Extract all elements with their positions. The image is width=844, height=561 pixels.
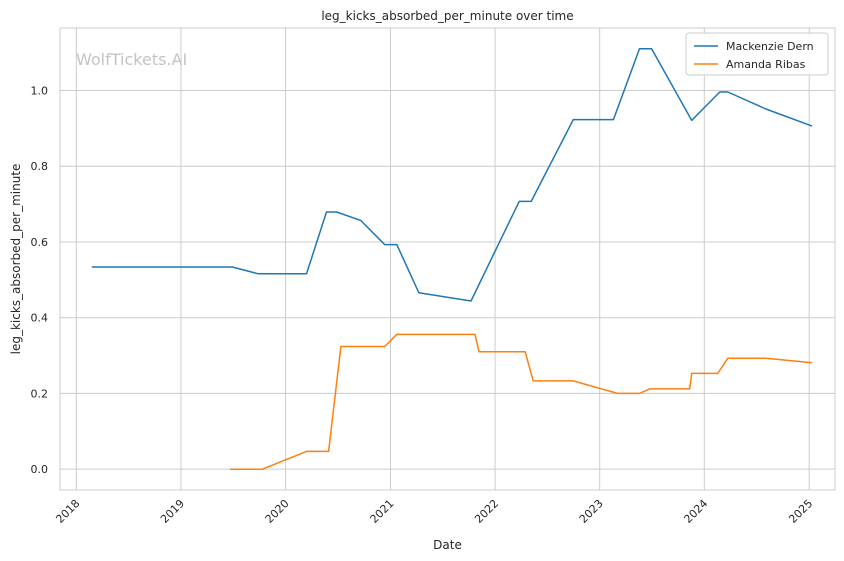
legend: Mackenzie Dern Amanda Ribas bbox=[685, 32, 829, 76]
chart-title: leg_kicks_absorbed_per_minute over time bbox=[321, 9, 573, 23]
legend-label-mackenzie-dern: Mackenzie Dern bbox=[726, 40, 814, 53]
series-line-mackenzie-dern bbox=[91, 48, 813, 302]
plot-area bbox=[60, 28, 835, 490]
y-tick-label: 0.4 bbox=[31, 312, 49, 325]
grid-lines bbox=[60, 28, 835, 490]
y-tick-label: 0.8 bbox=[31, 160, 49, 173]
y-tick-label: 0.6 bbox=[31, 236, 49, 249]
x-axis-label: Date bbox=[433, 538, 462, 552]
y-axis-label: leg_kicks_absorbed_per_minute bbox=[9, 164, 23, 355]
legend-box bbox=[685, 32, 829, 76]
plot-frame bbox=[59, 27, 836, 491]
y-tick-label: 1.0 bbox=[31, 84, 49, 97]
y-tick-label: 0.2 bbox=[31, 387, 49, 400]
series-lines bbox=[91, 48, 813, 470]
legend-label-amanda-ribas: Amanda Ribas bbox=[726, 58, 806, 71]
y-tick-labels: 0.0 0.2 0.4 0.6 0.8 1.0 bbox=[31, 84, 49, 476]
watermark: WolfTickets.AI bbox=[76, 50, 187, 69]
series-line-amanda-ribas bbox=[230, 333, 813, 470]
y-tick-label: 0.0 bbox=[31, 463, 49, 476]
